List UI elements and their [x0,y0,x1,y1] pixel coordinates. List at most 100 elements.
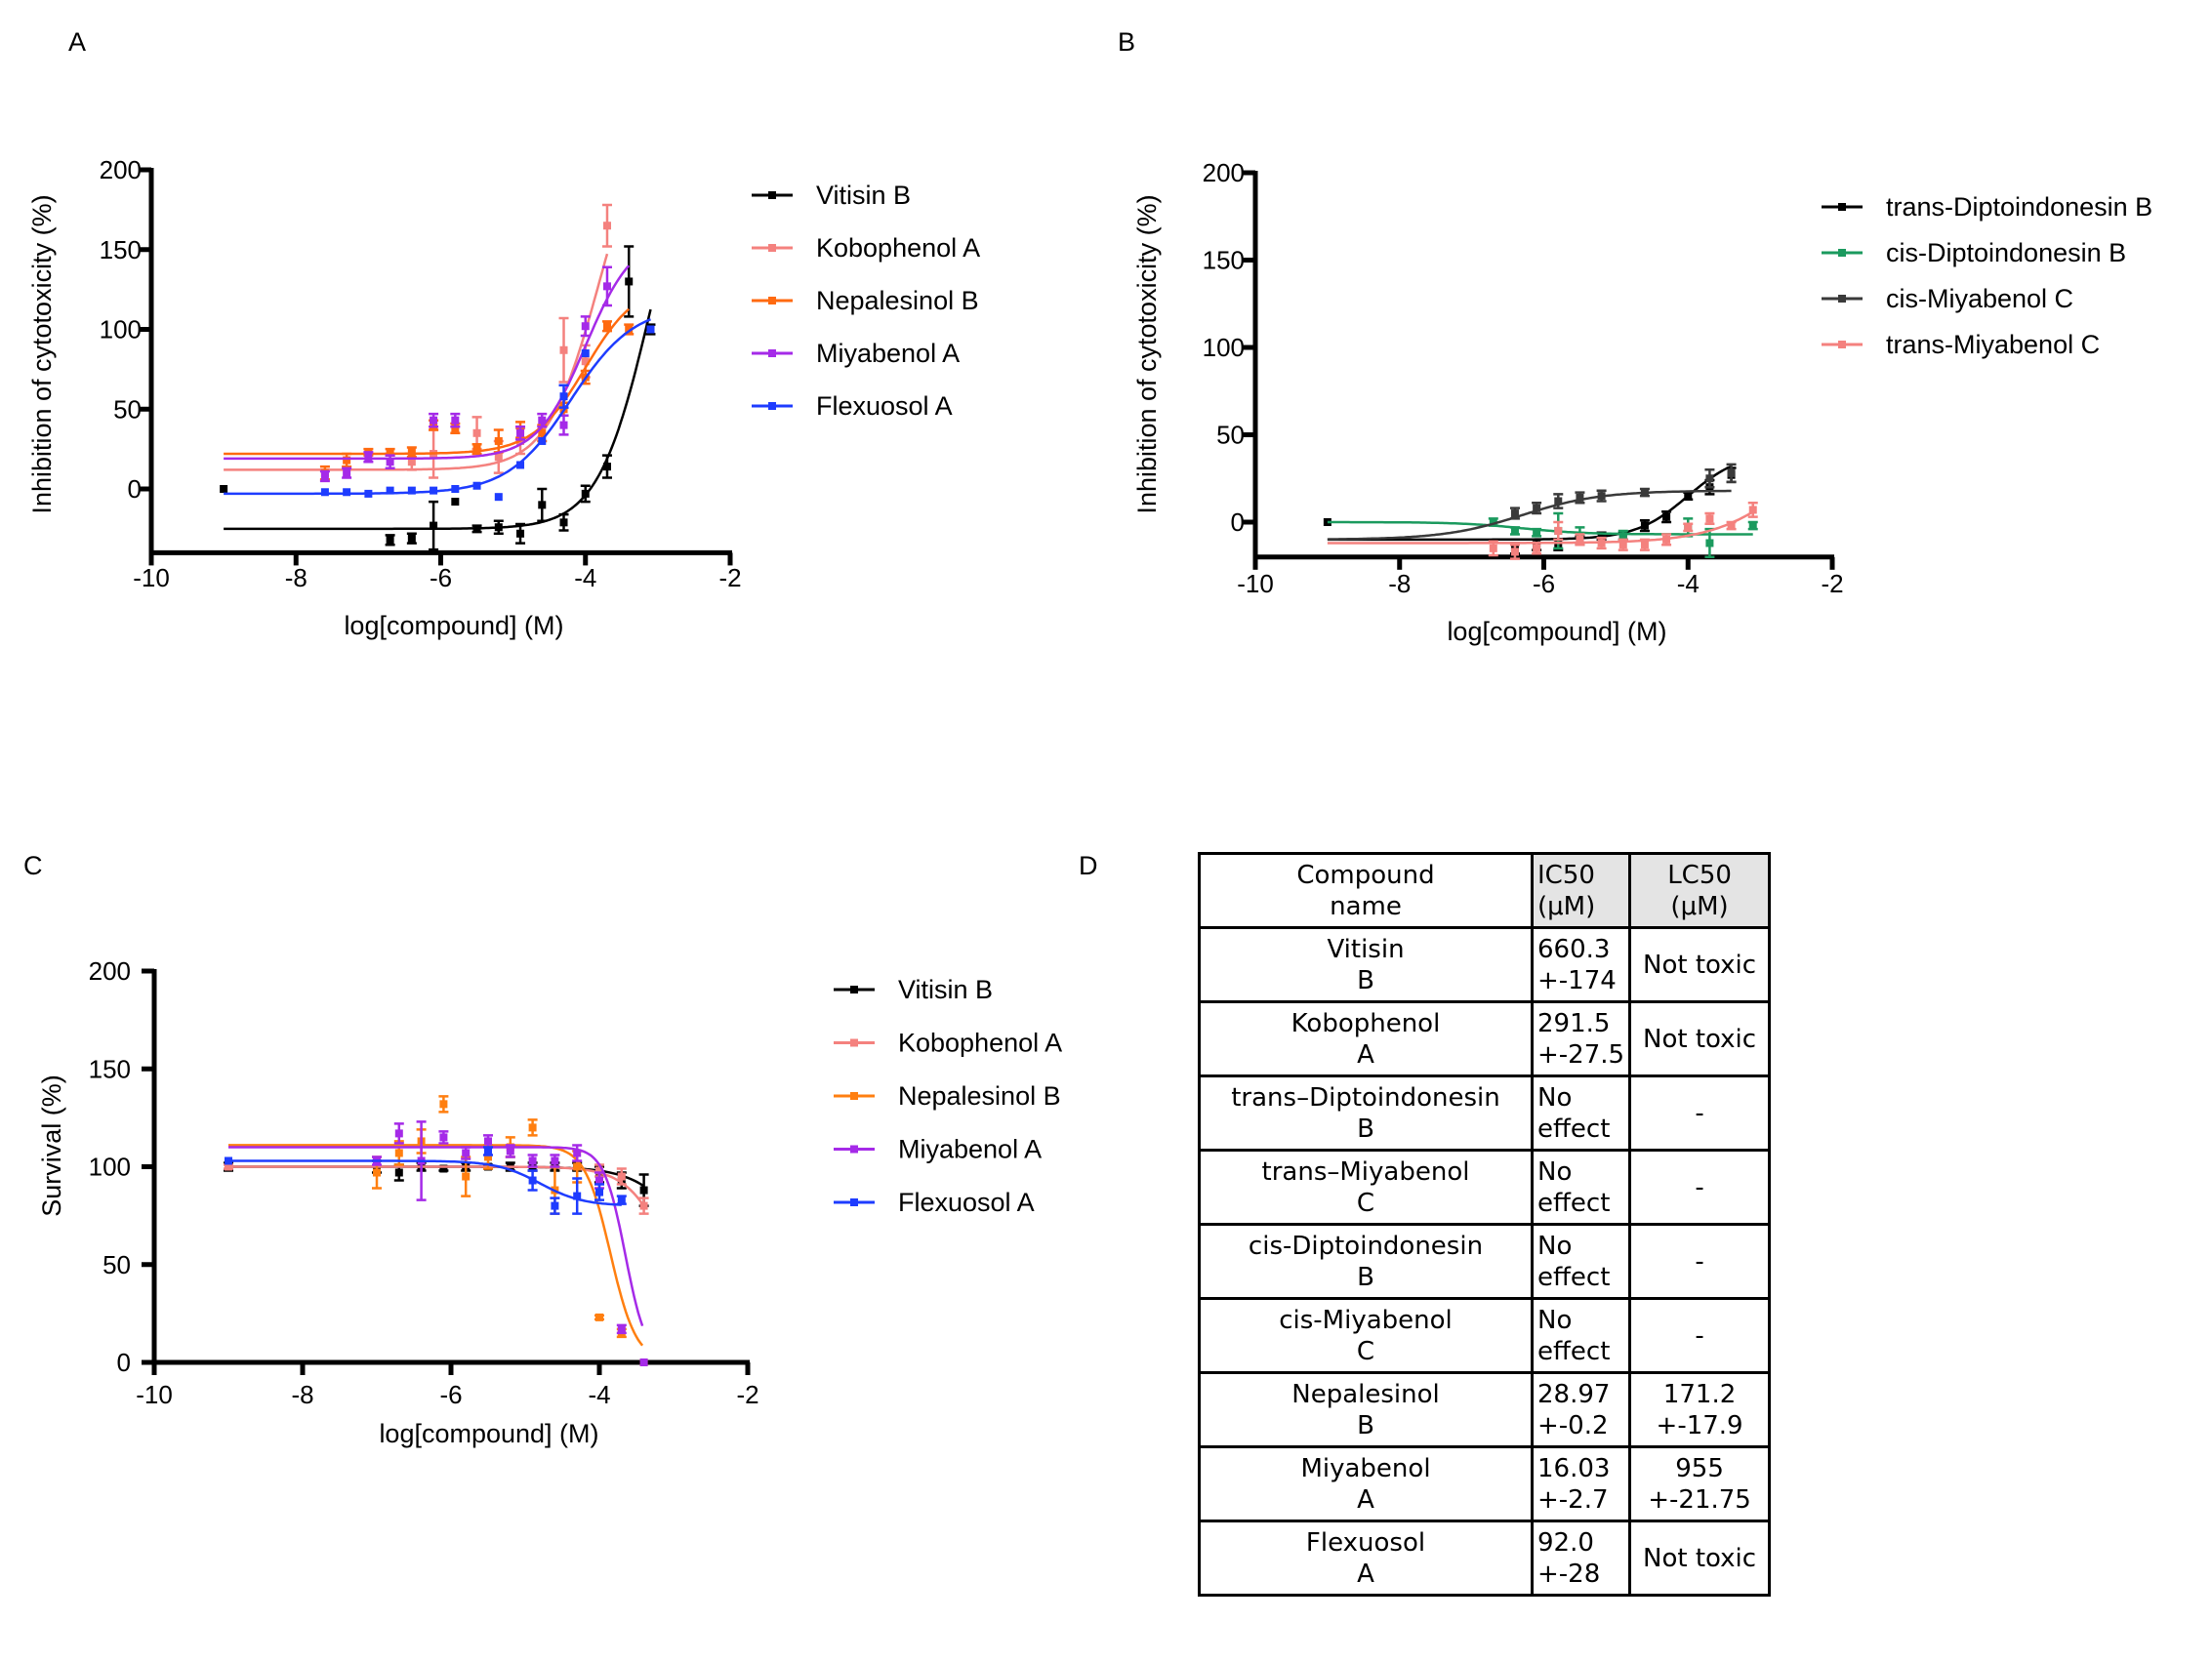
legend-label: Miyabenol A [816,339,960,368]
lc50-cell: - [1628,1149,1772,1226]
legend-marker [850,1198,858,1206]
ic50-cell: 16.03 +-2.7 [1530,1445,1632,1522]
data-point [472,445,481,454]
data-point [573,1192,582,1200]
y-tick-label: 100 [100,315,142,345]
data-point [1705,539,1714,547]
y-tick-label: 0 [117,1348,131,1377]
lc50-cell: - [1628,1074,1772,1152]
x-axis-title: log[compound] (M) [344,611,563,640]
data-point [1727,468,1736,477]
x-tick-label: -2 [1821,569,1843,598]
legend-marker [768,297,776,304]
ic50-cell: No effect [1530,1297,1632,1374]
ic50-cell: No effect [1530,1149,1632,1226]
data-point [1684,523,1693,532]
data-point [220,485,228,493]
y-axis-title: Inhibition of cytotoxicity (%) [1132,194,1162,513]
data-point [538,501,547,509]
table-row: Kobophenol A 291.5 +-27.5 Not toxic [1198,1000,1772,1077]
series-nepalesinol-b [228,1095,648,1366]
data-point [595,1166,603,1175]
panel-label-b: B [1118,27,1136,57]
lc50-cell: Not toxic [1628,1000,1772,1077]
table-row: Miyabenol A 16.03 +-2.7 955 +-21.75 [1198,1445,1772,1522]
data-point [1705,514,1714,523]
data-point [373,1168,381,1177]
legend-label: Flexuosol A [898,1188,1035,1217]
data-point [386,448,394,457]
data-point [559,518,568,527]
data-point [602,222,611,230]
data-point [484,1147,492,1155]
fit-curve [224,253,609,471]
data-point [484,1153,492,1161]
data-point [320,488,329,497]
ic50-cell: 660.3 +-174 [1530,926,1632,1003]
data-point [602,282,611,291]
ic50-cell: 28.97 +-0.2 [1530,1371,1632,1448]
fit-curve [228,1146,644,1326]
data-point [551,1156,559,1165]
ic50-cell: No effect [1530,1223,1632,1300]
data-point [386,458,394,466]
legend-label: Nepalesinol B [898,1081,1061,1111]
y-axis-title: Inhibition of cytotoxicity (%) [27,194,57,513]
data-point [516,529,525,538]
data-point [439,1100,448,1109]
y-tick-label: 100 [89,1153,131,1182]
legend-label: trans-Miyabenol C [1886,330,2100,359]
data-point [1640,521,1649,530]
data-point [1510,509,1519,518]
data-point [1597,539,1606,547]
data-point [494,453,503,462]
data-point [451,498,460,507]
y-tick-label: 50 [102,1250,131,1279]
chart-c: 0 50 100 150 200 -10 -8 -6 -4 -2 log[compound] (M)… [37,956,1062,1448]
data-point [625,325,634,334]
data-point [451,416,460,425]
data-point [407,458,416,466]
data-point [617,1324,626,1333]
x-axis-title: log[compound] (M) [379,1419,598,1448]
data-point [639,1358,648,1366]
header-ic50: IC50 (μM) [1530,852,1632,929]
table-row: trans–Diptoindonesin B No effect - [1198,1074,1772,1152]
compound-name-cell: trans–Diptoindonesin B [1198,1074,1534,1152]
data-point [602,463,611,471]
data-point [430,486,438,495]
data-point [494,493,503,502]
fit-curve [1327,489,1732,541]
y-tick-label: 150 [1203,246,1245,275]
y-tick-label: 100 [1203,333,1245,362]
data-point [1510,547,1519,556]
data-point [225,1156,232,1165]
legend-label: Nepalesinol B [816,286,979,315]
table-header-row: Compound name IC50 (μM) LC50 (μM) [1198,852,1772,929]
data-point [1489,544,1497,552]
data-point [386,486,394,495]
data-point [472,524,481,533]
data-point [462,1172,471,1181]
lc50-cell: - [1628,1223,1772,1300]
series-flexuosol-a [224,318,655,502]
data-point [506,1147,514,1155]
lc50-cell: 171.2 +-17.9 [1628,1371,1772,1448]
data-point [595,1176,603,1185]
series-trans-diptoindonesin-b [1323,465,1737,555]
data-point [581,357,590,366]
y-axis-title: Survival (%) [37,1074,66,1217]
data-point [364,489,373,498]
data-point [559,392,568,401]
panel-label-c: C [23,851,43,880]
data-point [528,1123,537,1132]
compound-name-cell: Kobophenol A [1198,1000,1534,1077]
ic50-lc50-table: Compound name IC50 (μM) LC50 (μM) Vitisi… [1198,852,1772,1597]
data-point [617,1172,626,1181]
data-point [617,1196,626,1204]
table-row: cis-Diptoindonesin B No effect - [1198,1223,1772,1300]
data-point [528,1176,537,1185]
data-point [394,1168,403,1177]
legend-marker [768,191,776,199]
